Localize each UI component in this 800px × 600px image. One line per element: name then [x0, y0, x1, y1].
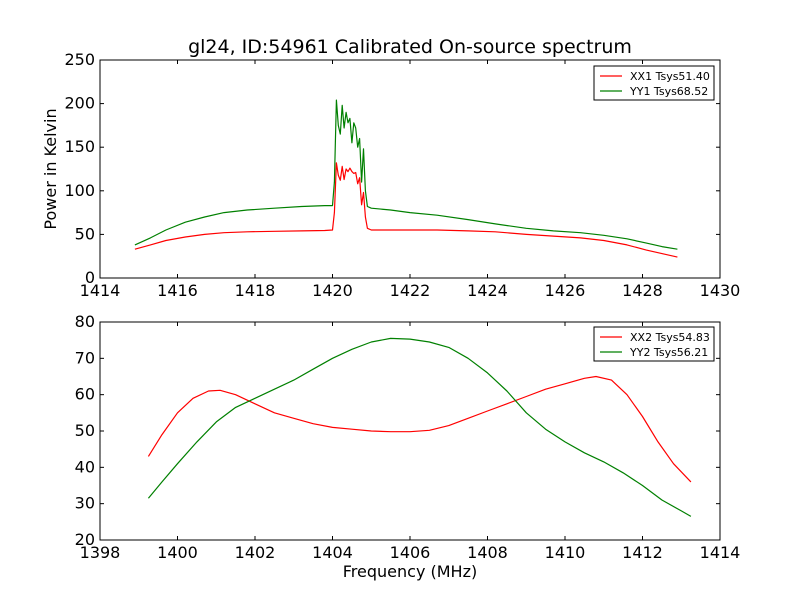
plot-frame [99, 59, 721, 279]
legend-box [593, 65, 715, 101]
y-tick-label: 150 [64, 137, 95, 156]
plot-frame [99, 321, 721, 541]
x-tick-label: 1422 [390, 281, 431, 300]
x-tick-label: 1424 [467, 281, 508, 300]
x-tick-label: 1428 [622, 281, 663, 300]
y-tick-label: 30 [75, 494, 95, 513]
y-tick-label: 0 [85, 268, 95, 287]
x-tick-label: 1408 [467, 543, 508, 562]
x-tick-label: 1426 [545, 281, 586, 300]
y-tick-label: 100 [64, 181, 95, 200]
x-tick-label: 1398 [80, 543, 121, 562]
series-line-yy2 [147, 337, 692, 517]
y-axis-label: Power in Kelvin [41, 108, 60, 229]
x-tick-label: 1410 [545, 543, 586, 562]
series-line-xx2 [147, 375, 692, 483]
legend: XX1 Tsys51.40 YY1 Tsys68.52 [593, 65, 715, 101]
x-tick-label: 1402 [235, 543, 276, 562]
y-tick-label: 80 [75, 312, 95, 331]
x-tick-label: 1406 [390, 543, 431, 562]
x-tick-label: 1430 [700, 281, 741, 300]
top-panel: 1414 1416 1418 1420 1422 1424 1426 1428 1430 0 50 1… [41, 50, 740, 300]
x-tick-label: 1420 [312, 281, 353, 300]
x-tick-label: 1418 [235, 281, 276, 300]
y-tick-label: 70 [75, 348, 95, 367]
legend-label: XX2 Tsys54.83 [630, 331, 710, 344]
figure-title: gl24, ID:54961 Calibrated On-source spec… [188, 36, 632, 58]
legend: XX2 Tsys54.83 YY2 Tsys56.21 [593, 326, 715, 362]
x-tick-label: 1404 [312, 543, 353, 562]
y-tick-label: 50 [75, 421, 95, 440]
y-tick-label: 250 [64, 50, 95, 69]
legend-box [593, 326, 715, 362]
y-tick-label: 50 [75, 224, 95, 243]
x-axis-label: Frequency (MHz) [343, 562, 477, 581]
bottom-panel: 1398 1400 1402 1404 1406 1408 1410 1412 1414 20 30… [75, 312, 741, 581]
x-tick-label: 1412 [622, 543, 663, 562]
y-tick-label: 200 [64, 94, 95, 113]
y-tick-label: 40 [75, 457, 95, 476]
legend-label: YY1 Tsys68.52 [629, 85, 708, 98]
x-tick-label: 1414 [700, 543, 741, 562]
x-tick-label: 1414 [80, 281, 121, 300]
series-line-xx1 [134, 162, 678, 258]
y-tick-label: 20 [75, 530, 95, 549]
legend-label: XX1 Tsys51.40 [630, 70, 710, 83]
x-tick-label: 1400 [157, 543, 198, 562]
y-tick-label: 60 [75, 385, 95, 404]
x-tick-label: 1416 [157, 281, 198, 300]
legend-label: YY2 Tsys56.21 [629, 346, 708, 359]
series-line-yy1 [134, 99, 678, 250]
